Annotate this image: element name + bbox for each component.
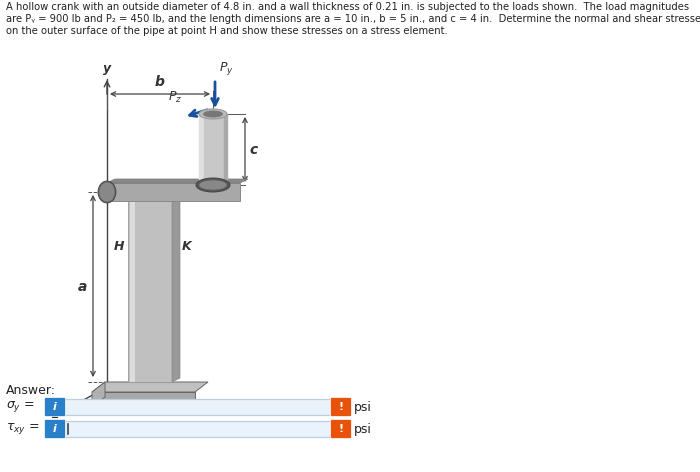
Ellipse shape	[98, 181, 116, 203]
Ellipse shape	[199, 109, 227, 119]
Text: psi: psi	[354, 422, 372, 436]
Ellipse shape	[203, 110, 223, 118]
Text: K: K	[182, 241, 192, 253]
Ellipse shape	[99, 182, 115, 202]
Polygon shape	[224, 114, 227, 185]
Text: y: y	[103, 62, 111, 75]
Polygon shape	[204, 114, 224, 185]
Polygon shape	[130, 192, 135, 382]
Text: psi: psi	[354, 401, 372, 413]
Ellipse shape	[199, 180, 227, 190]
Polygon shape	[172, 188, 180, 382]
Text: !: !	[338, 402, 344, 412]
Text: b: b	[155, 75, 165, 89]
Polygon shape	[92, 382, 208, 392]
FancyBboxPatch shape	[45, 420, 66, 438]
Polygon shape	[199, 114, 204, 185]
Text: $\tau_{xy}$ =: $\tau_{xy}$ =	[6, 421, 39, 437]
Text: Answer:: Answer:	[6, 384, 56, 397]
Text: are Pᵧ = 900 lb and P₂ = 450 lb, and the length dimensions are a = 10 in., b = 5: are Pᵧ = 900 lb and P₂ = 450 lb, and the…	[6, 14, 700, 24]
Ellipse shape	[196, 178, 230, 192]
Text: !: !	[338, 424, 344, 434]
Polygon shape	[92, 392, 195, 407]
Text: i: i	[53, 402, 57, 412]
FancyBboxPatch shape	[64, 399, 332, 415]
Text: on the outer surface of the pipe at point H and show these stresses on a stress : on the outer surface of the pipe at poin…	[6, 26, 448, 36]
Text: $P_z$: $P_z$	[168, 90, 182, 105]
Text: i: i	[53, 424, 57, 434]
Polygon shape	[107, 179, 248, 183]
FancyBboxPatch shape	[45, 397, 66, 416]
Text: a: a	[78, 280, 87, 294]
Text: H: H	[113, 241, 124, 253]
FancyBboxPatch shape	[330, 397, 351, 416]
Text: z: z	[50, 408, 58, 421]
Text: c: c	[249, 143, 258, 157]
Text: $P_y$: $P_y$	[219, 60, 234, 77]
Polygon shape	[92, 382, 105, 407]
FancyBboxPatch shape	[64, 421, 332, 437]
Text: $\sigma_y$ =: $\sigma_y$ =	[6, 399, 35, 414]
Text: x: x	[267, 406, 275, 420]
Polygon shape	[128, 192, 172, 382]
FancyBboxPatch shape	[330, 420, 351, 438]
Text: A hollow crank with an outside diameter of 4.8 in. and a wall thickness of 0.21 : A hollow crank with an outside diameter …	[6, 2, 689, 12]
Polygon shape	[107, 183, 240, 201]
